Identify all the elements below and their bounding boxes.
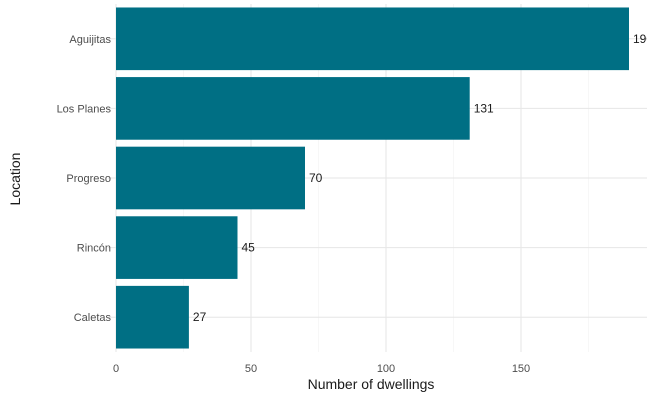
bars — [116, 7, 629, 349]
data-label: 27 — [193, 310, 207, 324]
bar — [116, 285, 189, 349]
x-axis-tick-labels: 0 50 100 150 — [113, 363, 530, 375]
data-label: 70 — [309, 171, 323, 185]
y-tick-label: Rincón — [77, 243, 111, 255]
bar — [116, 146, 305, 210]
y-tick-label: Progreso — [66, 173, 111, 185]
bar — [116, 216, 238, 279]
x-tick-label: 50 — [245, 363, 257, 375]
bar — [116, 77, 470, 140]
y-axis-title: Location — [7, 153, 23, 206]
data-labels: 190 131 70 45 27 — [193, 32, 647, 324]
y-tick-label: Caletas — [74, 312, 112, 324]
x-tick-label: 0 — [113, 363, 119, 375]
bar — [116, 7, 629, 71]
y-tick-label: Aguijitas — [69, 34, 111, 46]
data-label: 190 — [633, 32, 647, 46]
y-tick-label: Los Planes — [57, 103, 112, 115]
data-label: 131 — [474, 101, 494, 115]
x-tick-label: 150 — [512, 363, 530, 375]
y-axis-tick-labels: Aguijitas Los Planes Progreso Rincón Caletas — [57, 34, 112, 324]
x-tick-label: 100 — [377, 363, 395, 375]
data-label: 45 — [242, 241, 256, 255]
x-axis-title: Number of dwellings — [308, 376, 435, 392]
